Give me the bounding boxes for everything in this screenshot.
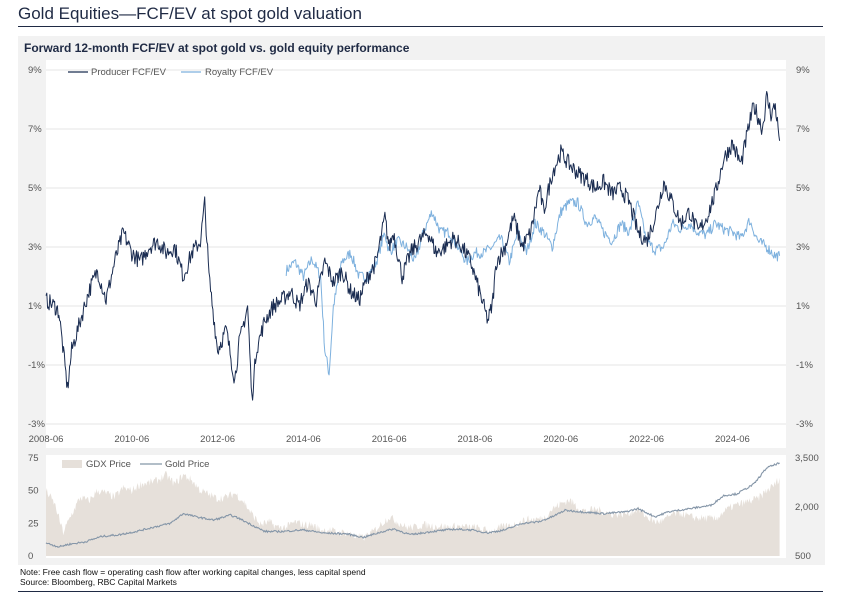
legend-label-gold: Gold Price: [165, 459, 209, 470]
y-tick-label-left: -3%: [28, 419, 45, 430]
legend-label-gdx: GDX Price: [86, 459, 131, 470]
x-tick-label: 2024-06: [715, 434, 750, 445]
footnote: Note: Free cash flow = operating cash fl…: [20, 567, 366, 577]
bottom-axis-labels: 0 25 50 75 500 2,000 3,500: [28, 453, 819, 562]
top-legend: Producer FCF/EV Royalty FCF/EV: [68, 67, 274, 78]
chart-title: Forward 12-month FCF/EV at spot gold vs.…: [24, 41, 410, 55]
page-title: Gold Equities—FCF/EV at spot gold valuat…: [18, 4, 362, 23]
left-axis-tick-label: 0: [28, 551, 33, 562]
left-axis-tick-label: 50: [28, 486, 39, 497]
x-tick-label: 2012-06: [200, 434, 235, 445]
gold-price-line: [45, 462, 780, 548]
x-tick-label: 2016-06: [372, 434, 407, 445]
top-axis-labels: -3% -3% -1% -1% 1% 1% 3% 3% 5% 5% 7% 7% 9% 9% 2008-06 2…: [28, 65, 813, 445]
y-tick-label-left: 1%: [28, 301, 42, 312]
y-tick-label-right: 5%: [796, 183, 810, 194]
producer-fcf-ev-line: [45, 91, 781, 401]
legend-label-royalty: Royalty FCF/EV: [205, 67, 274, 78]
source-line: Source: Bloomberg, RBC Capital Markets: [20, 577, 177, 587]
y-tick-label-right: 3%: [796, 242, 810, 253]
gdx-price-area: [46, 470, 780, 556]
x-tick-label: 2020-06: [543, 434, 578, 445]
right-axis-tick-label: 500: [795, 551, 811, 562]
y-tick-label-right: -1%: [796, 360, 813, 371]
bottom-legend: GDX Price Gold Price: [62, 459, 209, 470]
x-tick-label: 2008-06: [29, 434, 64, 445]
y-tick-label-left: 3%: [28, 242, 42, 253]
left-axis-tick-label: 25: [28, 518, 39, 529]
bottom-divider: [18, 591, 823, 592]
y-tick-label-left: -1%: [28, 360, 45, 371]
right-axis-tick-label: 3,500: [795, 453, 819, 464]
y-tick-label-right: -3%: [796, 419, 813, 430]
y-tick-label-right: 1%: [796, 301, 810, 312]
y-tick-label-right: 9%: [796, 65, 810, 76]
right-axis-tick-label: 2,000: [795, 502, 819, 513]
bottom-series-group: [45, 462, 780, 556]
y-tick-label-left: 5%: [28, 183, 42, 194]
top-series-group: [45, 91, 781, 401]
x-tick-label: 2018-06: [458, 434, 493, 445]
x-tick-label: 2010-06: [114, 434, 149, 445]
legend-swatch-gdx: [62, 460, 82, 468]
left-axis-tick-label: 75: [28, 453, 39, 464]
title-divider: [18, 26, 823, 27]
y-tick-label-right: 7%: [796, 124, 810, 135]
x-tick-label: 2022-06: [629, 434, 664, 445]
legend-label-producer: Producer FCF/EV: [91, 67, 167, 78]
x-tick-label: 2014-06: [286, 434, 321, 445]
y-tick-label-left: 7%: [28, 124, 42, 135]
y-tick-label-left: 9%: [28, 65, 42, 76]
